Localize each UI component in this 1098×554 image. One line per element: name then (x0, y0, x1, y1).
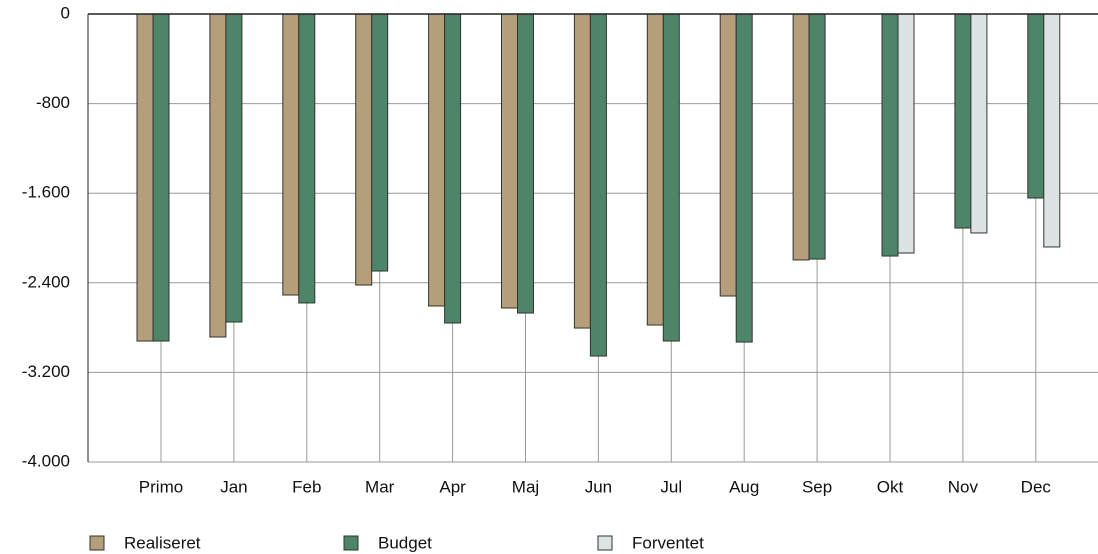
bar (371, 13, 389, 272)
y-tick-label: -1.600 (22, 183, 70, 202)
bar (1043, 13, 1061, 248)
x-tick-label: Sep (802, 477, 832, 496)
legend-label: Forventet (632, 533, 704, 552)
y-tick-label: -2.400 (22, 272, 70, 291)
bar (428, 13, 446, 307)
bar (1027, 13, 1045, 199)
bar (444, 13, 462, 324)
x-tick-label: Aug (729, 477, 759, 496)
legend-swatch (343, 535, 359, 551)
bar (719, 13, 737, 297)
bar (954, 13, 972, 229)
bar (225, 13, 243, 323)
y-tick-label: -4.000 (22, 451, 70, 470)
bar (897, 13, 915, 254)
x-tick-label: Mar (365, 477, 395, 496)
bar (589, 13, 607, 357)
x-tick-label: Jan (220, 477, 247, 496)
y-tick-label: -800 (36, 93, 70, 112)
legend-label: Budget (378, 533, 432, 552)
bar (662, 13, 680, 342)
bar (355, 13, 373, 286)
x-tick-label: Primo (139, 477, 183, 496)
y-tick-label: -3.200 (22, 362, 70, 381)
x-tick-label: Dec (1021, 477, 1052, 496)
bar (298, 13, 316, 304)
legend-label: Realiseret (124, 533, 201, 552)
y-tick-label: 0 (61, 3, 70, 22)
x-tick-label: Maj (512, 477, 539, 496)
bar (735, 13, 753, 343)
x-tick-label: Jun (585, 477, 612, 496)
x-tick-label: Nov (948, 477, 979, 496)
bar (970, 13, 988, 234)
x-tick-label: Feb (292, 477, 321, 496)
legend-swatch (89, 535, 105, 551)
x-tick-label: Jul (660, 477, 682, 496)
x-tick-label: Okt (877, 477, 904, 496)
bar (517, 13, 534, 314)
bar (808, 13, 826, 260)
bar (792, 13, 810, 261)
bar (282, 13, 300, 296)
bar (646, 13, 664, 326)
bar (501, 13, 518, 309)
bar (209, 13, 227, 338)
bar (881, 13, 899, 257)
bar (152, 13, 170, 342)
legend-swatch (597, 535, 613, 551)
bar (573, 13, 591, 329)
bar (136, 13, 154, 342)
x-tick-label: Apr (439, 477, 466, 496)
